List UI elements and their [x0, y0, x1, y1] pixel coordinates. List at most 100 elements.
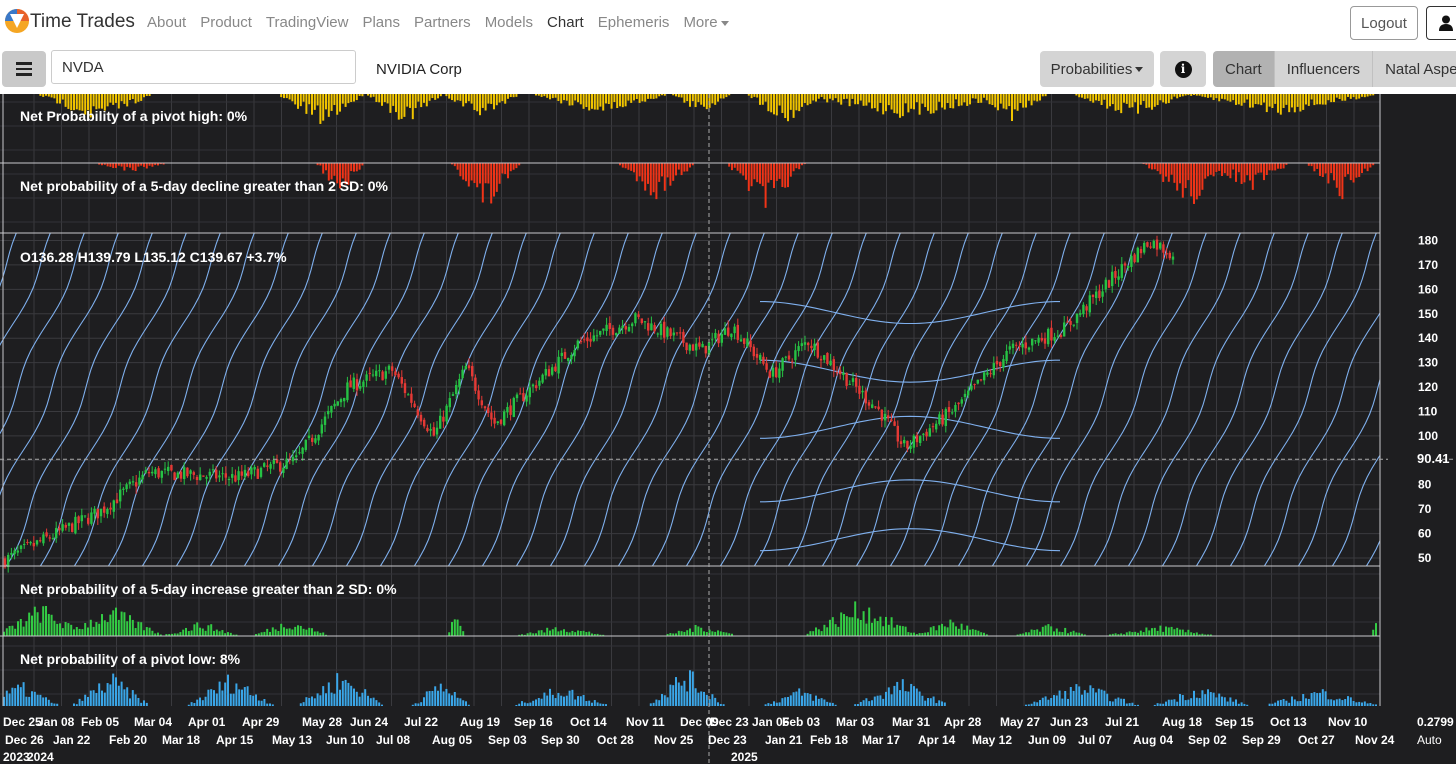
pivot-high-bar [1282, 94, 1285, 108]
candle-body [970, 385, 973, 390]
candle-body [973, 384, 976, 386]
decline-bar [1235, 163, 1237, 182]
nav-more-dropdown[interactable]: More [683, 14, 729, 31]
time-trades-logo-icon[interactable] [4, 8, 30, 34]
candle-body [595, 335, 599, 337]
probabilities-dropdown[interactable]: Probabilities [1040, 51, 1154, 87]
hamburger-menu-button[interactable] [2, 51, 46, 87]
candle-body [375, 370, 378, 377]
candle-body [218, 475, 221, 478]
pivot-high-bar [1212, 94, 1215, 101]
decline-bar [1355, 163, 1358, 178]
decline-bar [1237, 163, 1240, 173]
pivot-low-bar [1235, 699, 1237, 706]
nav-tradingview[interactable]: TradingView [265, 14, 349, 31]
pivot-low-bar [789, 695, 792, 706]
brand-name[interactable]: Time Trades [30, 11, 135, 32]
pivot-high-bar [1033, 94, 1036, 101]
pivot-low-bar [1285, 700, 1288, 706]
axis-mode-auto[interactable]: Auto [1417, 733, 1442, 747]
logout-button[interactable]: Logout [1350, 6, 1418, 40]
time-tick-label: Sep 30 [541, 733, 580, 747]
candle-body [365, 374, 368, 381]
time-tick-label: Aug 04 [1133, 733, 1173, 747]
decline-bar [745, 163, 747, 180]
increase-bar [31, 615, 33, 636]
pivot-low-bar [1134, 704, 1137, 706]
candle-body [1091, 294, 1095, 298]
decline-bar [1209, 163, 1212, 175]
price-chart[interactable]: Net Probability of a pivot high: 0% Net … [0, 94, 1456, 764]
user-button[interactable] [1426, 6, 1456, 40]
nav-about[interactable]: About [147, 14, 187, 31]
candle-body [749, 340, 752, 348]
pivot-high-bar [493, 94, 495, 110]
tab-influencers[interactable]: Influencers [1274, 51, 1374, 87]
nav-plans[interactable]: Plans [362, 14, 400, 31]
info-button[interactable]: i [1160, 51, 1206, 87]
pivot-high-bar [372, 94, 375, 97]
pivot-high-bar [602, 94, 605, 111]
nav-partners[interactable]: Partners [413, 14, 471, 31]
candle-body [445, 405, 448, 422]
candle-body [615, 333, 618, 336]
increase-bar [582, 630, 585, 636]
pivot-low-bar [255, 694, 257, 706]
pivot-high-bar [929, 94, 932, 114]
pivot-high-bar [129, 94, 131, 101]
pivot-low-bar [1352, 700, 1355, 706]
candle-body [1082, 304, 1085, 315]
pivot-low-bar [1195, 697, 1198, 706]
symbol-input[interactable] [51, 50, 356, 84]
pivot-high-bar [557, 94, 560, 101]
nav-models[interactable]: Models [484, 14, 534, 31]
candle-body [967, 390, 970, 396]
candle-body [407, 394, 410, 396]
pivot-high-bar [1125, 94, 1128, 104]
increase-bar [277, 631, 280, 636]
pivot-high-bar [381, 94, 383, 106]
candle-body [963, 393, 967, 397]
decline-bar [322, 163, 325, 174]
decline-bar [459, 163, 462, 177]
pivot-high-bar [456, 94, 459, 101]
pivot-high-bar [512, 94, 515, 98]
decline-bar [493, 163, 495, 197]
pivot-low-bar [652, 702, 655, 706]
pivot-high-bar [770, 94, 773, 113]
pivot-high-bar [957, 94, 960, 107]
tab-natal-aspects[interactable]: Natal Aspects [1373, 51, 1456, 87]
pivot-high-bar [1170, 94, 1173, 100]
pivot-high-bar [571, 94, 574, 106]
candle-body [1031, 338, 1034, 346]
pivot-low-bar [451, 695, 453, 706]
increase-bar [1184, 632, 1187, 636]
decline-bar [1151, 163, 1153, 170]
increase-bar [686, 630, 689, 636]
decline-bar [1142, 163, 1145, 165]
decline-bar [1268, 163, 1271, 171]
increase-bar [565, 631, 568, 636]
pivot-low-bar [378, 702, 381, 706]
increase-bar [1134, 631, 1137, 636]
candle-body [442, 416, 445, 422]
cycle-band-line [1195, 233, 1343, 566]
candle-body [160, 470, 163, 478]
increase-bar [103, 620, 106, 636]
time-tick-label: Feb 05 [81, 715, 119, 729]
nav-product[interactable]: Product [200, 14, 252, 31]
nav-ephemeris[interactable]: Ephemeris [597, 14, 670, 31]
pivot-low-bar [1344, 699, 1347, 706]
pivot-high-bar [81, 94, 84, 111]
candle-body [1053, 337, 1056, 341]
pivot-high-bar [641, 94, 644, 102]
tab-chart[interactable]: Chart [1213, 51, 1275, 87]
cycle-band-line [1093, 233, 1241, 566]
pivot-high-bar [971, 94, 974, 99]
pivot-high-bar [59, 94, 61, 104]
pivot-high-bar [812, 94, 815, 101]
candle-body [333, 403, 336, 407]
nav-chart[interactable]: Chart [547, 14, 584, 31]
candle-body [637, 314, 640, 317]
pivot-low-bar [95, 692, 98, 706]
